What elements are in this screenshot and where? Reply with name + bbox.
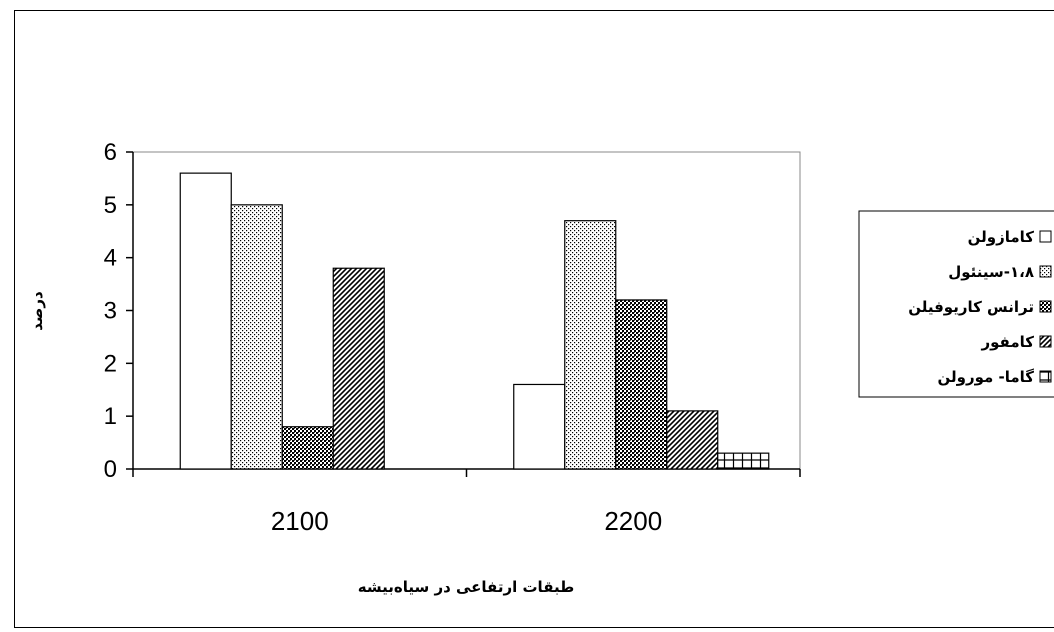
bar-2200-2 [564, 220, 617, 470]
y-tick-label: 2 [104, 350, 117, 377]
bars [179, 172, 770, 470]
x-axis: 2100 2200 [132, 468, 801, 536]
legend-label: گاما- مورولن [937, 368, 1034, 386]
legend-swatch [1039, 370, 1052, 383]
y-axis: 0 1 2 3 4 5 6 [104, 139, 134, 483]
bar-2200-5 [717, 452, 770, 470]
bar-2100-4 [332, 267, 385, 470]
legend-swatch [1039, 230, 1052, 243]
y-tick-label: 1 [104, 403, 117, 430]
bar-2100-1 [179, 172, 232, 470]
x-tick-label: 2100 [271, 506, 329, 536]
bar-2200-1 [513, 383, 566, 470]
legend-box [858, 210, 1054, 398]
legend-label: ترانس کاریوفیلن [908, 298, 1034, 316]
y-axis-title: درصد [28, 291, 46, 331]
y-tick-label: 4 [104, 245, 117, 272]
bar-2200-4 [666, 410, 719, 470]
legend-label: کامفور [981, 333, 1035, 351]
y-tick-label: 5 [104, 192, 117, 219]
legend-swatch [1039, 265, 1052, 278]
legend-swatch [1039, 335, 1052, 348]
y-tick-label: 0 [104, 456, 117, 483]
y-tick-label: 3 [104, 298, 117, 325]
legend: کامازولن ۱،۸-سینئول ترانس کاریوفیلن کامفور گ… [858, 210, 1054, 398]
x-axis-title: طبقات ارتفاعی در سیاه‌بیشه [358, 578, 575, 596]
bar-2100-3 [281, 426, 334, 470]
legend-swatch [1039, 300, 1052, 313]
y-tick-label: 6 [104, 139, 117, 166]
bar-2200-3 [615, 299, 668, 470]
legend-label: کامازولن [968, 228, 1035, 246]
bar-2100-2 [230, 204, 283, 470]
legend-label: ۱،۸-سینئول [948, 263, 1034, 281]
x-tick-label: 2200 [604, 506, 662, 536]
